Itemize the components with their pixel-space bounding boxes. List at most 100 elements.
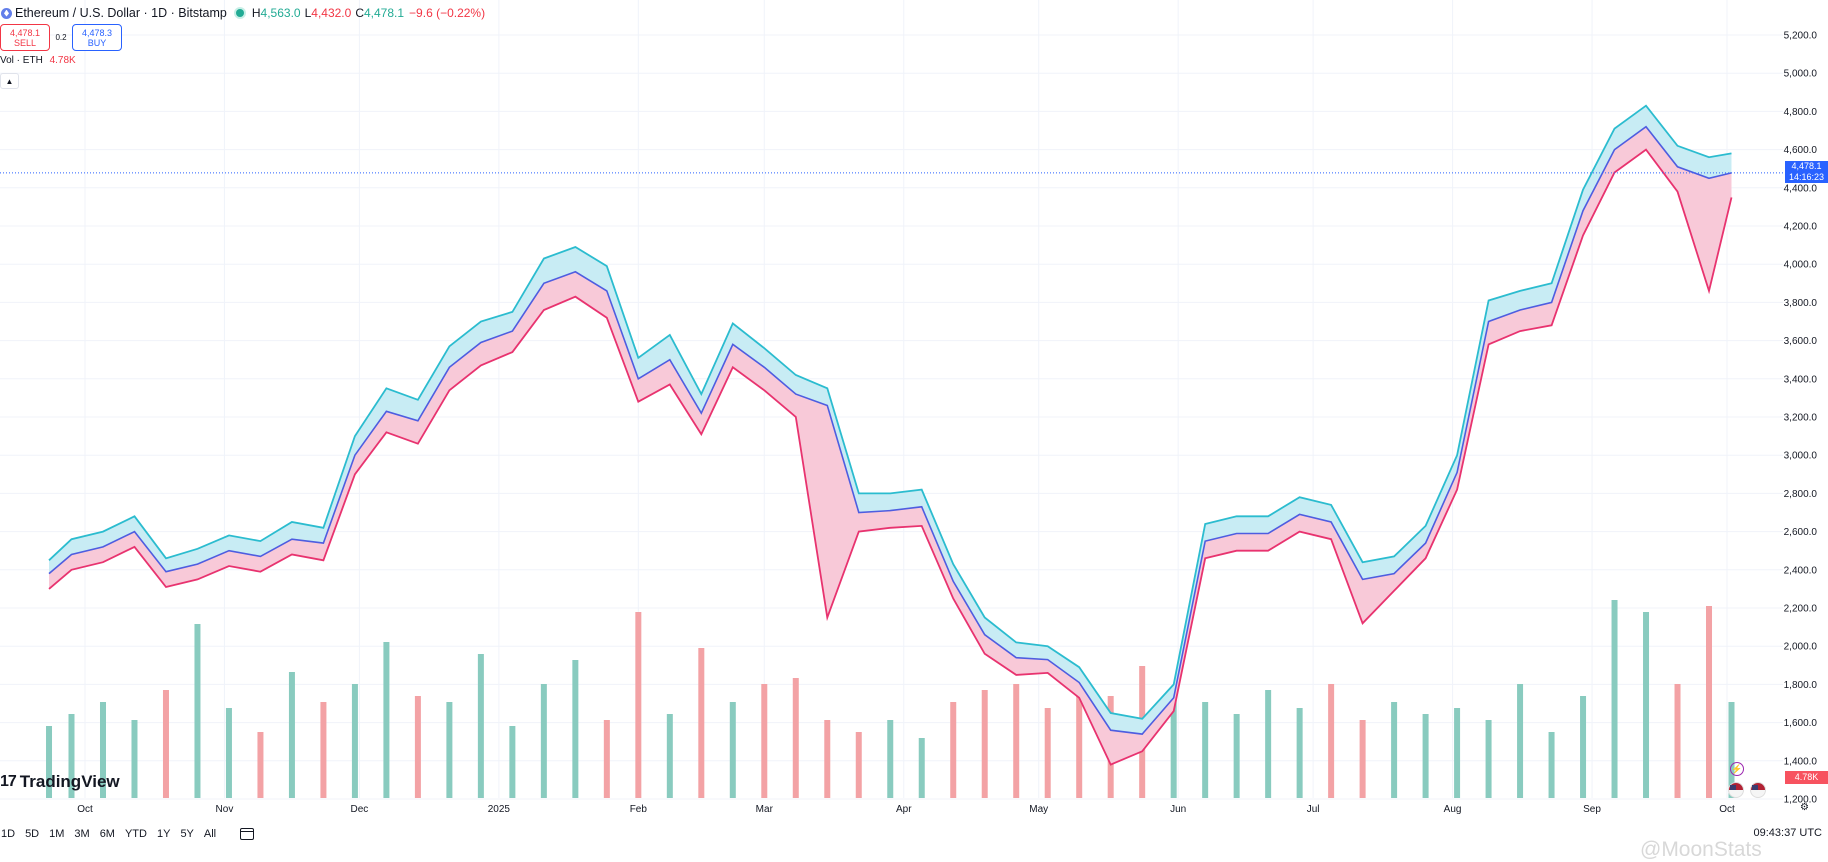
volume-bar xyxy=(383,642,390,798)
volume-bar xyxy=(1233,714,1240,798)
timeframe-5d[interactable]: 5D xyxy=(25,828,40,840)
time-tick-label: Mar xyxy=(756,804,774,815)
volume-bar xyxy=(824,720,831,798)
volume-bar xyxy=(99,702,106,798)
volume-bar xyxy=(1265,690,1272,798)
price-tick-label: 3,200.0 xyxy=(1784,413,1818,424)
volume-bar xyxy=(1517,684,1524,798)
low-label: L xyxy=(304,6,312,20)
gear-icon[interactable]: ⚙ xyxy=(1800,802,1809,813)
change-value: −9.6 (−0.22%) xyxy=(409,6,486,20)
us-flag-icon[interactable] xyxy=(1728,782,1744,798)
last-price: 4,478.1 xyxy=(1791,161,1822,171)
time-tick-label: Apr xyxy=(896,804,912,815)
volume-bar xyxy=(572,660,579,798)
price-tick-label: 1,400.0 xyxy=(1784,756,1818,767)
time-tick-label: Aug xyxy=(1444,804,1462,815)
timeframe-1m[interactable]: 1M xyxy=(49,828,65,840)
timeframe-ytd[interactable]: YTD xyxy=(124,828,147,840)
volume-bar xyxy=(257,732,264,798)
volume-bar xyxy=(477,654,484,798)
price-tick-label: 4,400.0 xyxy=(1784,183,1818,194)
volume-value: 4.78K xyxy=(49,55,76,66)
volume-bar xyxy=(761,684,768,798)
utc-clock[interactable]: 09:43:37 UTC xyxy=(1753,827,1822,839)
volume-bar xyxy=(792,678,799,798)
volume-bar xyxy=(1013,684,1020,798)
sell-button[interactable]: 4,478.1 SELL xyxy=(0,24,50,51)
volume-bar xyxy=(887,720,894,798)
price-tick-label: 1,800.0 xyxy=(1784,680,1818,691)
volume-bar xyxy=(1454,708,1461,798)
collapse-legend-button[interactable]: ▲ xyxy=(0,73,19,89)
timeframe-1d[interactable]: 1D xyxy=(1,828,16,840)
time-tick-label: Oct xyxy=(77,804,93,815)
volume-bar xyxy=(414,696,421,798)
volume-bar xyxy=(698,648,705,798)
volume-bar xyxy=(162,690,169,798)
volume-bar xyxy=(46,726,53,798)
volume-bar xyxy=(1674,684,1681,798)
lightning-icon[interactable]: ⚡ xyxy=(1730,762,1744,776)
volume-bar xyxy=(918,738,925,798)
timeframe-5y[interactable]: 5Y xyxy=(180,828,194,840)
price-tick-label: 2,400.0 xyxy=(1784,565,1818,576)
volume-bar xyxy=(1611,600,1618,798)
volume-bars xyxy=(46,600,1735,798)
buy-label: BUY xyxy=(87,37,107,48)
price-axis: 1,200.0 1,400.0 1,600.0 1,800.0 2,000.0 2,200… xyxy=(1784,31,1818,806)
last-price-tag: 4,478.1 14:16:23 xyxy=(1785,161,1828,183)
volume-legend[interactable]: Vol · ETH 4.78K xyxy=(0,55,76,66)
price-tick-label: 3,000.0 xyxy=(1784,451,1818,462)
close-label: C xyxy=(355,6,364,20)
timeframe-6m[interactable]: 6M xyxy=(99,828,115,840)
low-line xyxy=(48,148,1733,766)
volume-bar xyxy=(1643,612,1650,798)
volume-bar xyxy=(320,702,327,798)
volume-bar xyxy=(446,702,453,798)
high-line xyxy=(48,104,1732,720)
timeframe-all[interactable]: All xyxy=(203,828,217,840)
brand-name: TradingView xyxy=(19,772,120,791)
price-tick-label: 2,600.0 xyxy=(1784,527,1818,538)
price-tick-label: 5,200.0 xyxy=(1784,31,1818,42)
volume-bar xyxy=(131,720,138,798)
bar-countdown: 14:16:23 xyxy=(1788,172,1825,182)
volume-bar xyxy=(855,732,862,798)
time-tick-label: Jul xyxy=(1307,804,1320,815)
time-tick-label: Nov xyxy=(216,804,234,815)
lower-band-fill xyxy=(49,126,1732,765)
volume-bar xyxy=(1706,606,1713,798)
high-value: 4,563.0 xyxy=(260,6,301,20)
buy-button[interactable]: 4,478.3 BUY xyxy=(72,24,122,51)
time-tick-label: Feb xyxy=(630,804,648,815)
volume-bar xyxy=(1359,720,1366,798)
time-tick-label: May xyxy=(1029,804,1048,815)
timeframe-3m[interactable]: 3M xyxy=(74,828,90,840)
volume-bar xyxy=(1044,708,1051,798)
time-tick-label: 2025 xyxy=(488,804,511,815)
volume-bar xyxy=(288,672,295,798)
last-volume-tag: 4.78K xyxy=(1785,771,1828,784)
chevron-up-icon: ▲ xyxy=(5,76,14,86)
timeframe-1y[interactable]: 1Y xyxy=(156,828,171,840)
us-flag-icon[interactable] xyxy=(1750,782,1766,798)
volume-bar xyxy=(1328,684,1335,798)
tradingview-logo[interactable]: 17 TradingView xyxy=(0,772,120,792)
time-tick-label: Sep xyxy=(1583,804,1601,815)
low-value: 4,432.0 xyxy=(311,6,352,20)
calendar-icon[interactable] xyxy=(240,828,255,840)
time-tick-label: Jun xyxy=(1170,804,1186,815)
price-tick-label: 3,400.0 xyxy=(1784,374,1818,385)
price-tick-label: 2,200.0 xyxy=(1784,604,1818,615)
timeframe-bar: 1D 5D 1M 3M 6M YTD 1Y 5Y All xyxy=(0,826,255,842)
price-tick-label: 2,000.0 xyxy=(1784,642,1818,653)
symbol-header: Ethereum / U.S. Dollar · 1D · Bitstamp H… xyxy=(0,4,485,22)
symbol-title[interactable]: Ethereum / U.S. Dollar · 1D · Bitstamp xyxy=(15,6,227,20)
volume-bar xyxy=(68,714,75,798)
volume-bar xyxy=(1422,714,1429,798)
time-tick-label: Oct xyxy=(1719,804,1735,815)
volume-bar xyxy=(603,720,610,798)
volume-bar xyxy=(1391,702,1398,798)
